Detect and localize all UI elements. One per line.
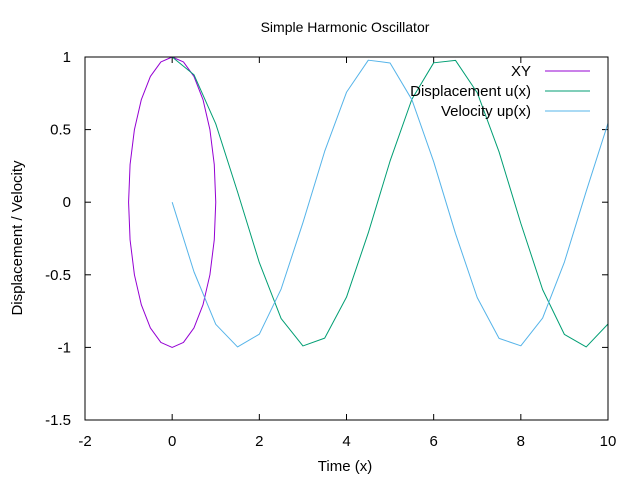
series-line-velocity-up-x [171,59,609,348]
chart-title: Simple Harmonic Oscillator [261,19,430,35]
legend-label-velocity-up-x: Velocity up(x) [441,103,531,120]
x-tick-label: 2 [255,433,263,450]
y-tick-label: -0.5 [45,267,71,284]
series-layer [128,56,609,348]
plot-frame [84,56,609,421]
legend: XY Displacement u(x) Velocity up(x) [410,63,590,120]
series-line-xy [128,56,217,348]
series-line-displacement-u-x [171,56,609,348]
y-axis-label: Displacement / Velocity [9,160,26,316]
x-tick-label: -2 [78,433,91,450]
y-tick-label: 0 [63,194,71,211]
x-tick-label: 6 [429,433,437,450]
x-tick-label: 0 [168,433,176,450]
y-tick-label: 0.5 [50,122,71,139]
x-tick-label: 4 [342,433,350,450]
x-tick-label: 10 [600,433,617,450]
axis-ticks: -2 0 2 4 6 8 10 -1.5 -1 -0.5 0 0.5 1 [45,49,616,450]
x-axis-label: Time (x) [318,458,372,475]
y-tick-label: -1.5 [45,412,71,429]
y-tick-label: -1 [58,339,71,356]
legend-label-xy: XY [511,63,531,80]
y-tick-label: 1 [63,49,71,66]
x-tick-label: 8 [517,433,525,450]
legend-label-displacement-u-x: Displacement u(x) [410,83,531,100]
